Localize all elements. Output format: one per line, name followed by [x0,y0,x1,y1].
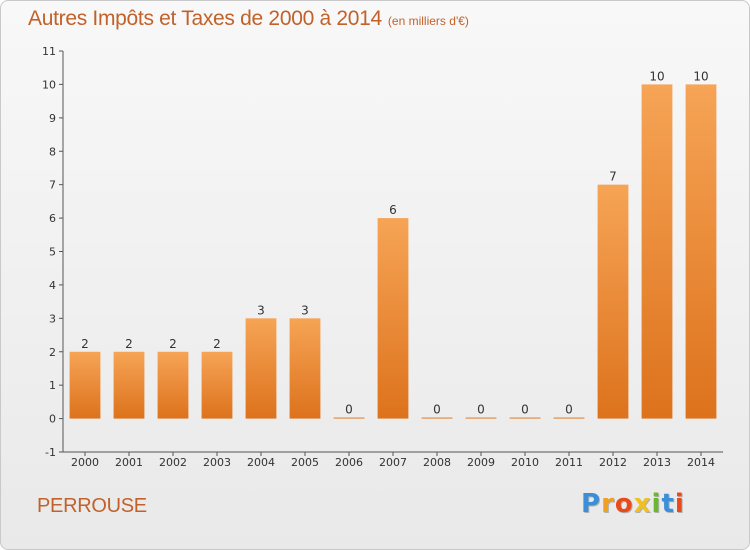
logo-letter: t [661,489,675,519]
bar-2005 [289,318,321,419]
y-tick-label: 6 [49,212,56,225]
y-tick-label: -1 [45,446,56,459]
bar-2002 [157,351,189,419]
x-tick-label: 2011 [555,456,583,469]
chart-title: Autres Impôts et Taxes de 2000 à 2014 [28,7,382,30]
value-labels: 2 2 2 2 3 3 0 6 0 0 0 0 7 10 10 [81,69,708,416]
x-tick-label: 2004 [247,456,275,469]
chart-subtitle: (en milliers d'€) [387,14,469,28]
y-tick-label: 11 [42,45,56,58]
bar-2011 [553,417,585,419]
logo-letter: P [581,489,602,519]
y-tick-label: 10 [42,78,56,91]
bar-2014 [685,84,717,419]
value-label: 0 [477,402,485,416]
logo-letter: i [651,489,662,519]
value-label: 2 [81,337,89,351]
proxiti-logo: Proxiti [581,489,685,519]
y-tick-label: 4 [49,279,56,292]
y-tick-label: 8 [49,145,56,158]
bar-2001 [113,351,145,419]
value-label: 0 [521,402,529,416]
value-label: 3 [257,303,265,317]
bar-2010 [509,417,541,419]
y-tick-label: 1 [49,379,56,392]
x-tick-label: 2008 [423,456,451,469]
bar-2000 [69,351,101,419]
bar-2007 [377,218,409,419]
bar-2003 [201,351,233,419]
bar-2009 [465,417,497,419]
x-tick-label: 2005 [291,456,319,469]
bar-2013 [641,84,673,419]
x-tick-label: 2002 [159,456,187,469]
y-tick-label: 7 [49,179,56,192]
y-tick-label: 5 [49,246,56,259]
bar-2008 [421,417,453,419]
x-tick-label: 2013 [643,456,671,469]
value-label: 10 [649,69,664,83]
value-label: 0 [345,402,353,416]
value-label: 3 [301,303,309,317]
x-tick-label: 2003 [203,456,231,469]
value-label: 0 [433,402,441,416]
value-label: 10 [693,69,708,83]
bar-2004 [245,318,277,419]
logo-letter: o [614,489,634,519]
y-tick-label: 0 [49,413,56,426]
y-tick-label: 9 [49,112,56,125]
y-tick-label: 2 [49,346,56,359]
bars [69,84,717,419]
value-label: 2 [169,337,177,351]
value-label: 0 [565,402,573,416]
x-tick-label: 2006 [335,456,363,469]
commune-name: PERROUSE [37,495,147,517]
y-tick-label: 3 [49,312,56,325]
x-tick-label: 2000 [71,456,99,469]
logo-letter: i [674,489,685,519]
x-tick-label: 2001 [115,456,143,469]
value-label: 7 [609,170,617,184]
chart-title-block: Autres Impôts et Taxes de 2000 à 2014 (en… [28,7,469,31]
x-tick-label: 2012 [599,456,627,469]
value-label: 6 [389,203,397,217]
logo-letter: r [601,489,615,519]
x-tick-label: 2014 [687,456,715,469]
x-tick-label: 2010 [511,456,539,469]
x-tick-label: 2007 [379,456,407,469]
logo-letter: x [633,489,652,519]
value-label: 2 [125,337,133,351]
bar-2012 [597,184,629,419]
x-tick-label: 2009 [467,456,495,469]
bar-2006 [333,417,365,419]
value-label: 2 [213,337,221,351]
